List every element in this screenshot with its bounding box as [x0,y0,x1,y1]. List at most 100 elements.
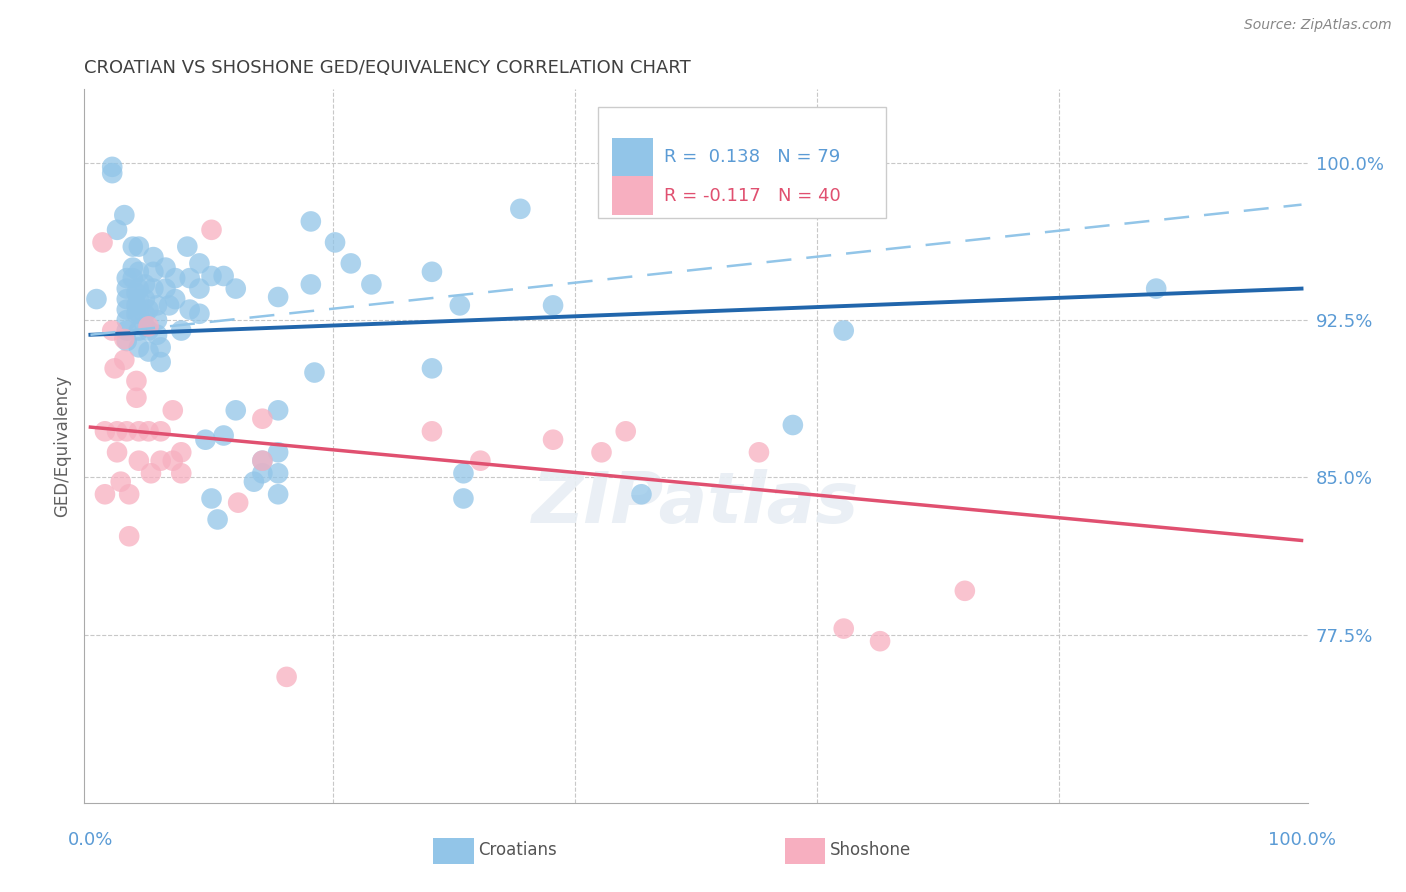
Croatians [243,475,266,489]
Croatians [267,487,290,501]
Text: R =  0.138   N = 79: R = 0.138 N = 79 [664,148,841,166]
Shoshone [128,425,150,439]
Croatians [86,292,108,306]
Shoshone [953,583,976,598]
Croatians [128,265,150,279]
Croatians [299,277,322,292]
Croatians [832,324,855,338]
Croatians [138,324,160,338]
Croatians [105,223,128,237]
Croatians [125,298,148,312]
Shoshone [138,425,160,439]
Text: 100.0%: 100.0% [1268,831,1336,849]
Croatians [267,403,290,417]
Croatians [165,271,187,285]
Shoshone [110,475,132,489]
Text: CROATIAN VS SHOSHONE GED/EQUIVALENCY CORRELATION CHART: CROATIAN VS SHOSHONE GED/EQUIVALENCY COR… [84,59,692,77]
Croatians [1144,282,1167,296]
Shoshone [252,411,274,425]
Croatians [115,292,138,306]
Croatians [146,298,169,312]
Croatians [252,453,274,467]
Text: Croatians: Croatians [478,841,557,859]
Shoshone [170,467,193,481]
Shoshone [101,324,124,338]
Croatians [176,239,198,253]
Croatians [449,298,471,312]
Croatians [134,319,156,334]
Shoshone [748,445,770,459]
Shoshone [139,467,162,481]
Croatians [267,445,290,459]
Croatians [128,307,150,321]
Croatians [453,491,475,506]
Croatians [155,282,177,296]
Croatians [128,282,150,296]
Croatians [142,282,165,296]
Croatians [101,160,124,174]
Shoshone [94,487,117,501]
Croatians [225,282,247,296]
Croatians [212,428,235,442]
Shoshone [470,453,492,467]
Croatians [267,467,290,481]
Croatians [509,202,531,216]
Croatians [630,487,652,501]
Shoshone [105,445,128,459]
Croatians [165,292,187,306]
Shoshone [125,374,148,388]
Shoshone [226,496,249,510]
Croatians [157,298,180,312]
Croatians [128,324,150,338]
Croatians [179,271,201,285]
Croatians [115,324,138,338]
Shoshone [149,453,172,467]
Shoshone [541,433,564,447]
Shoshone [112,332,135,346]
Croatians [121,239,143,253]
Croatians [541,298,564,312]
Shoshone [614,425,637,439]
Croatians [115,302,138,317]
Croatians [420,361,443,376]
Croatians [138,344,160,359]
Croatians [194,433,217,447]
Croatians [188,307,211,321]
Croatians [170,324,193,338]
Croatians [420,265,443,279]
Croatians [267,290,290,304]
Croatians [340,256,363,270]
Shoshone [105,425,128,439]
Shoshone [276,670,298,684]
Croatians [207,512,229,526]
Croatians [188,282,211,296]
Y-axis label: GED/Equivalency: GED/Equivalency [53,375,72,517]
Shoshone [118,487,141,501]
Croatians [304,366,326,380]
Croatians [125,285,148,300]
Croatians [112,208,135,222]
Croatians [146,313,169,327]
Text: Source: ZipAtlas.com: Source: ZipAtlas.com [1244,18,1392,32]
Croatians [782,417,804,432]
Croatians [225,403,247,417]
Croatians [134,307,156,321]
Croatians [360,277,382,292]
Shoshone [91,235,114,250]
Croatians [138,302,160,317]
FancyBboxPatch shape [612,137,654,176]
Croatians [142,265,165,279]
Croatians [115,334,138,348]
Croatians [115,271,138,285]
Shoshone [170,445,193,459]
Shoshone [138,319,160,334]
Croatians [149,355,172,369]
Shoshone [162,403,184,417]
Croatians [188,256,211,270]
Croatians [134,292,156,306]
Croatians [252,467,274,481]
Croatians [128,239,150,253]
Croatians [115,313,138,327]
Croatians [125,307,148,321]
Croatians [121,260,143,275]
